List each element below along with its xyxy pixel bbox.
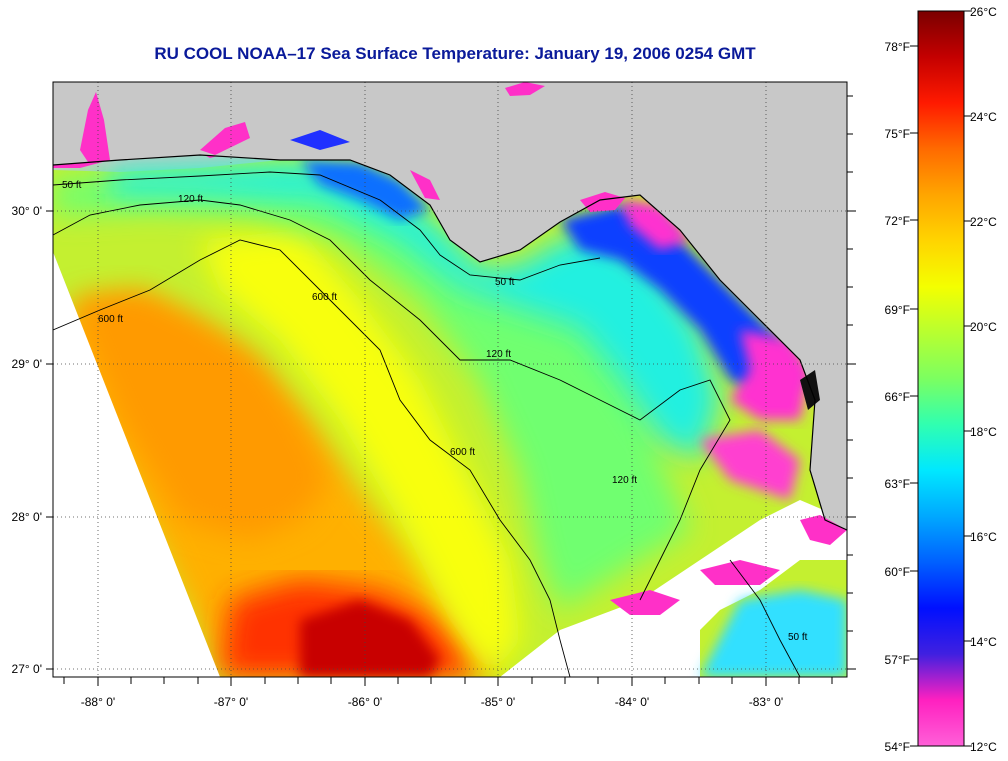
lat-label: 28° 0'	[12, 510, 42, 524]
map-frame	[52, 81, 848, 678]
longitude-labels: -88° 0' -87° 0' -86° 0' -85° 0' -84° 0' …	[81, 695, 783, 709]
celsius-label: 16°C	[970, 530, 997, 544]
fahrenheit-label: 60°F	[885, 565, 910, 579]
contour-label: 50 ft	[788, 632, 808, 643]
map-area	[53, 82, 847, 677]
fahrenheit-label: 54°F	[885, 740, 910, 754]
celsius-label: 18°C	[970, 425, 997, 439]
contour-label: 120 ft	[178, 194, 203, 205]
lon-label: -88° 0'	[81, 695, 115, 709]
celsius-label: 24°C	[970, 110, 997, 124]
graticule	[53, 82, 847, 677]
fahrenheit-labels: 78°F 75°F 72°F 69°F 66°F 63°F 60°F 57°F …	[885, 40, 910, 754]
fahrenheit-label: 66°F	[885, 390, 910, 404]
sst-field	[53, 84, 847, 677]
lon-label: -86° 0'	[348, 695, 382, 709]
latitude-labels: 30° 0' 29° 0' 28° 0' 27° 0'	[12, 204, 42, 676]
colorbar-scale	[917, 10, 965, 747]
lat-label: 27° 0'	[12, 662, 42, 676]
contour-labels: 50 ft 120 ft 600 ft 120 ft 600 ft 120 ft…	[62, 180, 808, 643]
celsius-label: 22°C	[970, 215, 997, 229]
coastline-land	[53, 82, 847, 530]
coastline	[53, 154, 847, 531]
celsius-label: 20°C	[970, 320, 997, 334]
chart-title: RU COOL NOAA–17 Sea Surface Temperature:…	[154, 44, 756, 63]
colorbar-ticks	[910, 10, 972, 747]
axis-ticks	[46, 95, 856, 686]
contour-label: 50 ft	[495, 277, 515, 288]
fahrenheit-label: 75°F	[885, 127, 910, 141]
contour-label: 120 ft	[612, 475, 637, 486]
fahrenheit-label: 69°F	[885, 303, 910, 317]
lat-label: 30° 0'	[12, 204, 42, 218]
lon-label: -83° 0'	[749, 695, 783, 709]
fahrenheit-label: 63°F	[885, 477, 910, 491]
lat-label: 29° 0'	[12, 357, 42, 371]
lon-label: -85° 0'	[481, 695, 515, 709]
contour-label: 600 ft	[312, 292, 337, 303]
lon-label: -84° 0'	[615, 695, 649, 709]
colorbar: 26°C 24°C 22°C 20°C 18°C 16°C 14°C 12°C …	[885, 5, 998, 754]
contour-label: 600 ft	[450, 447, 475, 458]
fahrenheit-label: 72°F	[885, 214, 910, 228]
bathymetry-contours	[53, 171, 801, 677]
celsius-labels: 26°C 24°C 22°C 20°C 18°C 16°C 14°C 12°C	[970, 5, 997, 754]
lon-label: -87° 0'	[214, 695, 248, 709]
no-data-cloud-band	[500, 500, 847, 677]
no-data-swath-edge	[53, 252, 220, 677]
fahrenheit-label: 57°F	[885, 653, 910, 667]
contour-label: 600 ft	[98, 314, 123, 325]
celsius-label: 12°C	[970, 740, 997, 754]
contour-label: 50 ft	[62, 180, 82, 191]
contour-label: 120 ft	[486, 349, 511, 360]
fahrenheit-label: 78°F	[885, 40, 910, 54]
celsius-label: 26°C	[970, 5, 997, 19]
celsius-label: 14°C	[970, 635, 997, 649]
